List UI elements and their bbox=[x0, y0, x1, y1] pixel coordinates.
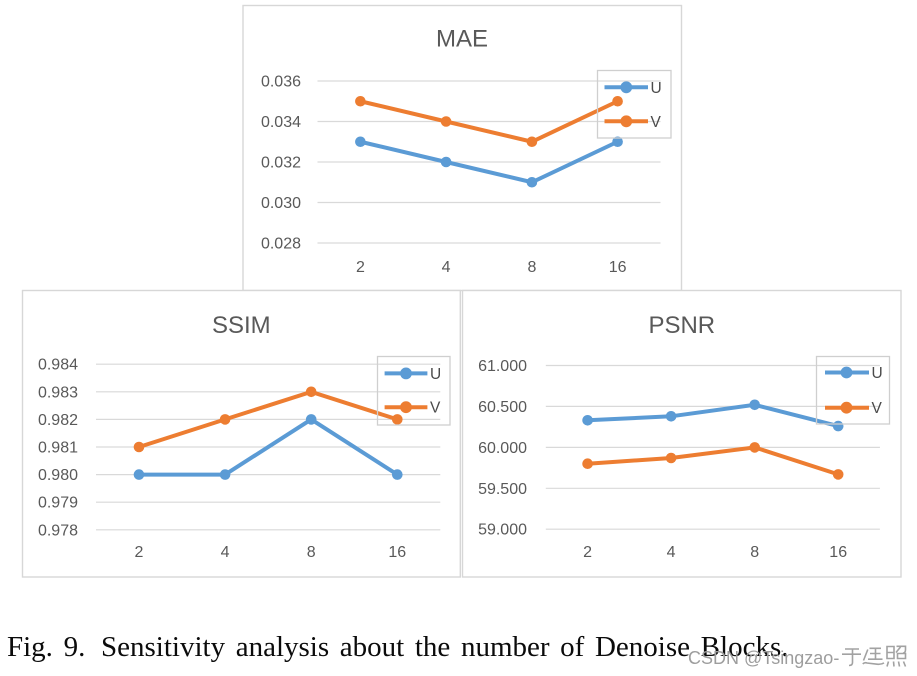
svg-text:V: V bbox=[872, 400, 883, 417]
svg-text:U: U bbox=[651, 80, 662, 97]
svg-text:0.984: 0.984 bbox=[38, 357, 78, 374]
svg-text:0.028: 0.028 bbox=[261, 236, 301, 253]
svg-text:0.981: 0.981 bbox=[38, 440, 78, 457]
svg-text:16: 16 bbox=[388, 544, 406, 561]
svg-text:0.036: 0.036 bbox=[261, 74, 301, 91]
svg-text:59.000: 59.000 bbox=[478, 522, 527, 539]
svg-text:V: V bbox=[430, 400, 441, 417]
svg-text:61.000: 61.000 bbox=[478, 358, 527, 375]
svg-text:60.500: 60.500 bbox=[478, 399, 527, 416]
svg-text:2: 2 bbox=[135, 544, 144, 561]
svg-text:2: 2 bbox=[583, 544, 592, 561]
svg-text:0.982: 0.982 bbox=[38, 412, 78, 429]
svg-text:8: 8 bbox=[307, 544, 316, 561]
svg-text:60.000: 60.000 bbox=[478, 440, 527, 457]
svg-text:0.032: 0.032 bbox=[261, 155, 301, 172]
svg-text:0.983: 0.983 bbox=[38, 384, 78, 401]
svg-text:4: 4 bbox=[442, 259, 451, 276]
svg-text:PSNR: PSNR bbox=[648, 312, 715, 339]
svg-text:SSIM: SSIM bbox=[212, 312, 271, 339]
svg-text:2: 2 bbox=[356, 259, 365, 276]
svg-text:0.980: 0.980 bbox=[38, 467, 78, 484]
svg-text:U: U bbox=[430, 366, 441, 383]
svg-text:0.979: 0.979 bbox=[38, 495, 78, 512]
svg-text:0.978: 0.978 bbox=[38, 522, 78, 539]
svg-text:V: V bbox=[651, 114, 662, 131]
svg-text:4: 4 bbox=[667, 544, 676, 561]
svg-text:59.500: 59.500 bbox=[478, 481, 527, 498]
svg-text:4: 4 bbox=[221, 544, 230, 561]
svg-text:MAE: MAE bbox=[436, 26, 488, 53]
svg-text:U: U bbox=[872, 365, 883, 382]
svg-text:16: 16 bbox=[609, 259, 627, 276]
svg-text:0.030: 0.030 bbox=[261, 195, 301, 212]
svg-text:8: 8 bbox=[750, 544, 759, 561]
svg-text:8: 8 bbox=[527, 259, 536, 276]
svg-text:16: 16 bbox=[829, 544, 847, 561]
svg-text:0.034: 0.034 bbox=[261, 114, 301, 131]
